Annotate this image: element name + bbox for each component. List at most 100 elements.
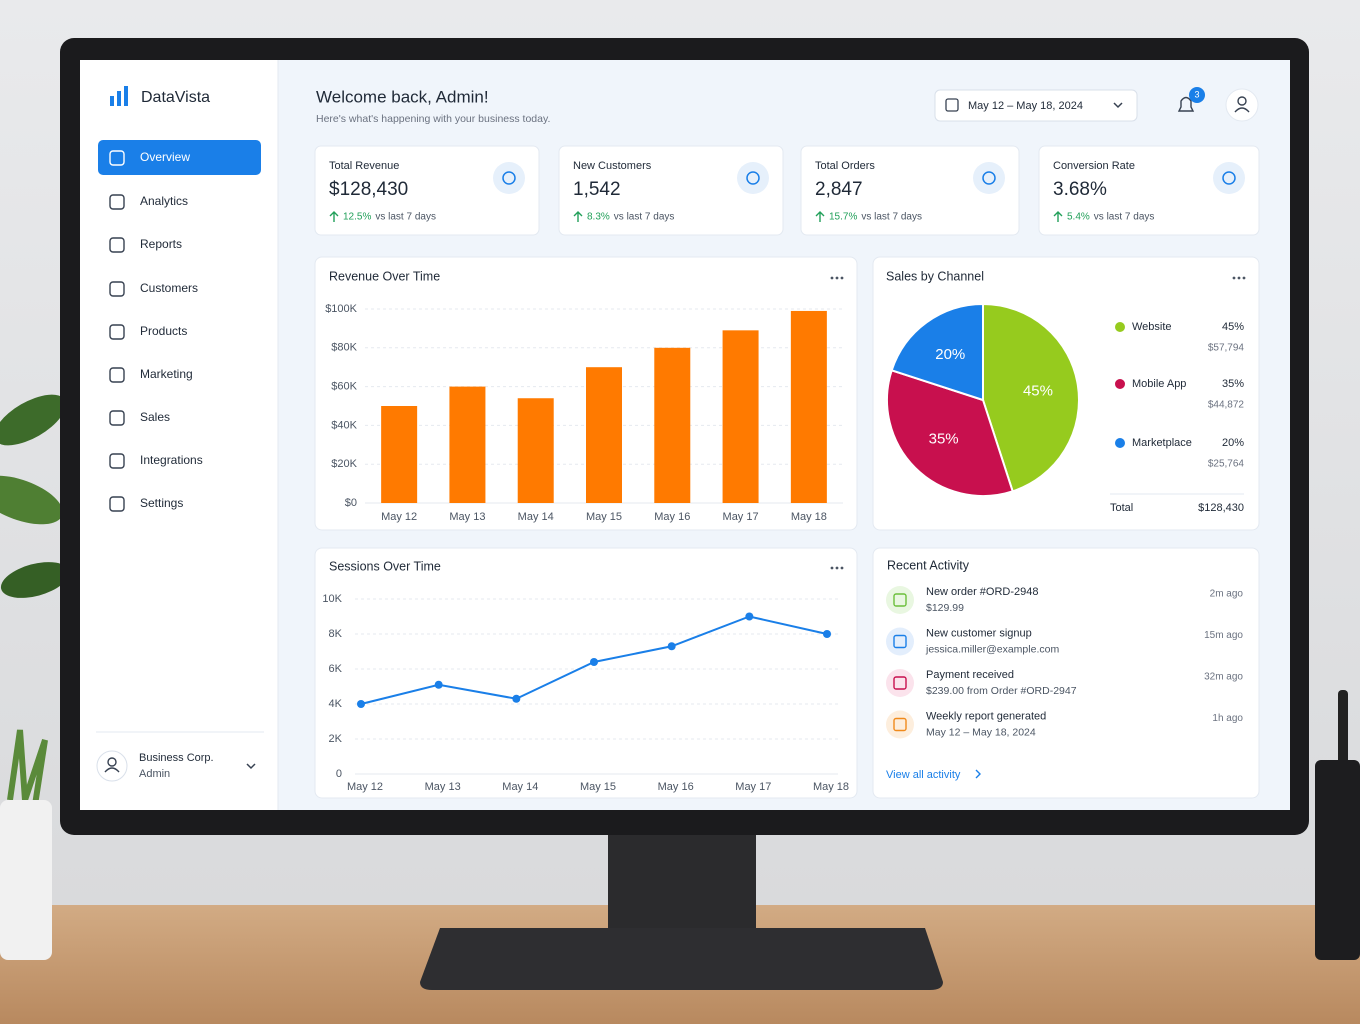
activity-time: 2m ago [1210,589,1244,600]
nav-icon [109,453,125,469]
activity-icon [886,669,914,697]
point [745,612,754,621]
y-tick-label: 4K [329,698,343,710]
kpi-title: New Customers [573,160,652,172]
x-tick-label: May 17 [723,511,759,523]
kpi-arrow [815,211,825,222]
welcome-subtitle: Here's what's happening with your busine… [316,113,550,125]
activity-glyph [893,593,907,607]
account-role: Admin [139,768,170,780]
account-menu[interactable] [246,763,256,770]
nav-icon [109,237,125,253]
pie-slice [886,369,1014,497]
activity-time: 15m ago [1204,630,1243,641]
point [590,658,598,666]
x-tick-label: May 18 [791,511,827,523]
x-tick-label: May 16 [654,511,690,523]
y-tick-label: $60K [331,381,357,393]
bar [722,330,759,503]
kpi-card [558,145,784,236]
nav-item[interactable]: Products [140,324,187,338]
account-name: Business Corp. [139,752,214,764]
date-range: May 12 – May 18, 2024 [968,100,1083,112]
x-tick-label: May 18 [813,781,849,793]
pen-holder [1315,690,1360,960]
legend-amount: $44,872 [1208,400,1245,411]
revenue-title: Revenue Over Time [329,269,440,283]
nav-item[interactable]: Integrations [140,453,203,467]
sessions-card [314,547,858,799]
kpi-value: $128,430 [329,179,408,200]
nav-item[interactable]: Customers [140,281,198,295]
kpi-value: 1,542 [573,179,621,200]
nav-item[interactable]: Analytics [140,194,188,208]
kpi-note: vs last 7 days [1094,212,1155,223]
cards: Revenue Over Time Sales by Channel Sessi… [314,256,1260,799]
kpi-icon-glyph [746,171,760,185]
card-menus[interactable] [830,276,1246,570]
legend-label: Website [1132,321,1172,333]
nav-icon [109,194,125,210]
slice-label: 45% [1023,382,1053,399]
activity-time: 32m ago [1204,672,1243,683]
sessions-title: Sessions Over Time [329,559,441,573]
activity-title: Recent Activity [887,558,970,572]
bar [517,398,554,503]
legend-label: Marketplace [1132,437,1192,449]
activity-icon [886,710,914,739]
point [434,680,443,689]
bar [654,347,691,503]
y-tick-label: 10K [322,593,342,605]
kpi-icon [973,162,1005,194]
x-tick-label: May 14 [502,781,538,793]
nav-item[interactable]: Reports [140,237,182,251]
activity-title: New order #ORD-2948 [926,586,1039,598]
bar [449,386,486,503]
kpi-value: 3.68% [1053,179,1107,200]
kpi-change: 5.4% [1067,212,1090,223]
badge [1189,87,1205,103]
kpi-note: vs last 7 days [375,212,436,223]
legend-percent: 20% [1222,437,1244,449]
notifications-button[interactable] [1177,96,1195,112]
y-tick-label: 0 [336,768,342,780]
slice-label: 20% [935,346,965,363]
notification-count: 3 [1194,89,1199,99]
kpi-title: Total Orders [815,160,875,172]
kpi-arrow [329,211,339,222]
brand: DataVista [141,89,210,106]
x-tick-label: May 14 [518,511,554,523]
nav-icon [109,496,125,512]
activity-detail: $129.99 [926,602,964,614]
welcome-title: Welcome back, Admin! [316,87,489,106]
point [512,694,521,703]
view-all-link[interactable]: View all activity [886,769,961,781]
x-tick-label: May 16 [658,781,694,793]
nav-icon [109,150,125,166]
nav-icon [109,281,125,297]
kpi-card [1038,145,1260,236]
y-tick-label: $0 [345,497,357,509]
kpi-icon-glyph [502,171,516,185]
y-tick-label: 8K [329,628,343,640]
nav-item[interactable]: Settings [140,496,183,510]
kpi-title: Conversion Rate [1053,160,1135,172]
total-value: $128,430 [1198,502,1244,514]
activity-glyph [893,676,907,690]
y-tick-label: $20K [331,458,357,470]
point [823,630,831,638]
x-tick-label: May 12 [347,781,383,793]
slice-label: 35% [929,430,959,447]
nav-item[interactable]: Sales [140,410,170,424]
x-tick-label: May 13 [425,781,461,793]
legend-percent: 45% [1222,321,1244,333]
nav-item[interactable]: Marketing [140,367,193,381]
date-picker[interactable] [934,89,1138,122]
legend-percent: 35% [1222,378,1244,390]
sidebar: DataVista Business Corp. Admin [80,60,279,810]
nav-item[interactable]: Overview [140,150,190,164]
bar [381,406,418,503]
nav-icon [109,324,125,340]
